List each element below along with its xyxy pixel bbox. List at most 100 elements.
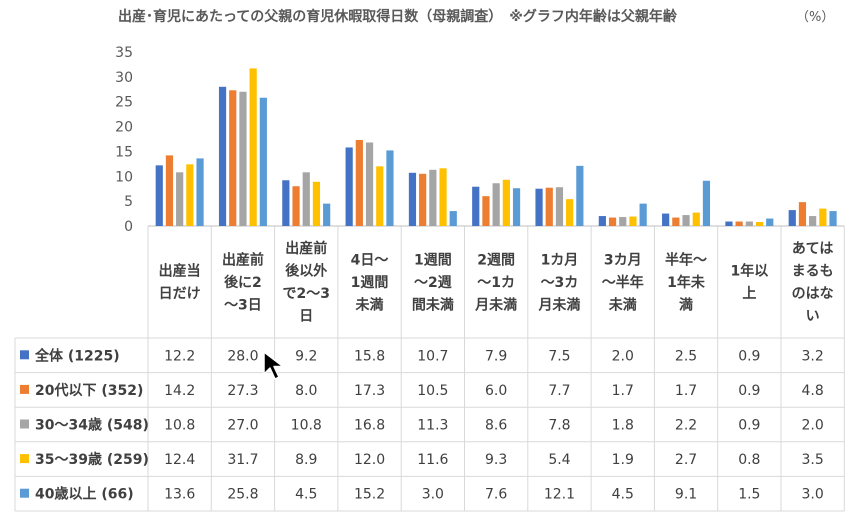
- data-label: 7.7: [548, 383, 570, 399]
- data-label: 10.7: [417, 348, 448, 364]
- data-label: 13.6: [164, 487, 195, 503]
- x-category-label: あては: [792, 241, 833, 257]
- data-label: 1.7: [675, 383, 697, 399]
- data-label: 3.2: [802, 348, 824, 364]
- x-category-label: 半年～: [665, 251, 707, 268]
- data-label: 9.1: [675, 487, 697, 503]
- data-label: 8.0: [295, 383, 317, 399]
- data-label: 2.0: [802, 418, 824, 434]
- bar: [788, 210, 796, 226]
- data-label: 9.3: [485, 452, 507, 468]
- bar: [218, 86, 227, 226]
- legend-swatch: [20, 419, 29, 429]
- x-category-label: 1年以: [730, 263, 768, 280]
- mouse-cursor-icon: [263, 351, 284, 380]
- data-label: 15.8: [354, 348, 385, 364]
- data-label: 27.3: [227, 383, 258, 399]
- bar: [196, 158, 204, 226]
- x-category-label: 1カ月: [541, 252, 579, 268]
- x-category-label: 後以外: [285, 263, 327, 280]
- x-category-label: い: [806, 309, 820, 325]
- bar: [702, 180, 711, 226]
- bar: [745, 221, 753, 226]
- legend-swatch: [20, 350, 29, 360]
- data-label: 1.5: [738, 487, 760, 503]
- bar: [492, 183, 500, 226]
- bar: [323, 203, 331, 226]
- data-label: 12.0: [354, 452, 385, 468]
- y-tick-label: 10: [115, 169, 133, 185]
- x-category-label: 出産前: [222, 251, 264, 268]
- bar: [472, 186, 480, 226]
- bar: [155, 165, 163, 226]
- data-label: 17.3: [354, 383, 385, 399]
- bar: [419, 173, 427, 226]
- data-label: 0.9: [738, 383, 760, 399]
- data-label: 3.5: [802, 452, 824, 468]
- bar: [682, 215, 690, 226]
- x-category-label: 日だけ: [159, 286, 201, 302]
- data-label: 4.5: [612, 487, 634, 503]
- y-tick-label: 20: [115, 120, 133, 136]
- bar: [608, 217, 617, 226]
- legend-label: 20代以下 (352): [35, 382, 143, 399]
- data-label: 16.8: [354, 418, 385, 434]
- bar: [302, 172, 310, 226]
- bar: [639, 203, 647, 226]
- bar: [766, 218, 774, 226]
- y-tick-label: 15: [115, 144, 133, 160]
- bar: [282, 180, 290, 226]
- x-category-label: 1年未: [667, 274, 706, 291]
- bar: [672, 217, 680, 226]
- bar: [535, 188, 543, 226]
- bar: [345, 147, 353, 226]
- bar: [449, 211, 457, 226]
- bar: [176, 172, 184, 226]
- data-label: 14.2: [164, 383, 195, 399]
- bar: [545, 187, 553, 226]
- data-label: 3.0: [422, 487, 444, 503]
- data-label: 4.8: [802, 383, 824, 399]
- data-label: 8.6: [485, 418, 507, 434]
- data-label: 11.3: [417, 418, 448, 434]
- data-label: 15.2: [354, 487, 385, 503]
- x-category-label: 月未満: [537, 296, 580, 313]
- bar: [429, 169, 437, 226]
- data-label: 8.9: [295, 452, 317, 468]
- data-label: 25.8: [227, 487, 258, 503]
- y-tick-label: 30: [115, 70, 133, 86]
- data-label: 12.2: [164, 348, 195, 364]
- x-category-label: 3カ月: [604, 252, 642, 268]
- data-label: 2.0: [612, 348, 634, 364]
- data-label: 10.5: [417, 383, 448, 399]
- bar: [512, 188, 521, 226]
- chart-title: 出産･育児にあたっての父親の育児休暇取得日数（母親調査） ※グラフ内年齢は父親年…: [118, 9, 677, 25]
- data-label: 3.0: [802, 487, 824, 503]
- bar: [249, 68, 257, 226]
- data-label: 7.9: [485, 348, 507, 364]
- unit-label: （%）: [796, 10, 835, 25]
- x-category-label: 1週間: [414, 252, 452, 268]
- data-label: 0.8: [738, 452, 760, 468]
- legend-swatch: [20, 488, 29, 498]
- x-category-label: ～2週: [414, 275, 452, 291]
- bar: [312, 181, 321, 226]
- bar: [186, 164, 194, 226]
- legend-swatch: [20, 384, 29, 394]
- data-label: 6.0: [485, 383, 507, 399]
- x-category-label: ～1カ: [477, 275, 515, 291]
- bar: [408, 172, 417, 226]
- legend-swatch: [20, 454, 29, 464]
- data-label: 31.7: [227, 452, 258, 468]
- data-label: 27.0: [227, 418, 258, 434]
- x-category-label: 満: [679, 296, 693, 313]
- bar: [662, 213, 670, 226]
- x-category-label: 日: [299, 309, 313, 325]
- bar: [229, 90, 237, 226]
- data-label: 0.9: [738, 348, 760, 364]
- data-label: 12.1: [544, 487, 575, 503]
- bar: [725, 221, 733, 226]
- bar: [259, 97, 267, 226]
- bar: [482, 196, 490, 226]
